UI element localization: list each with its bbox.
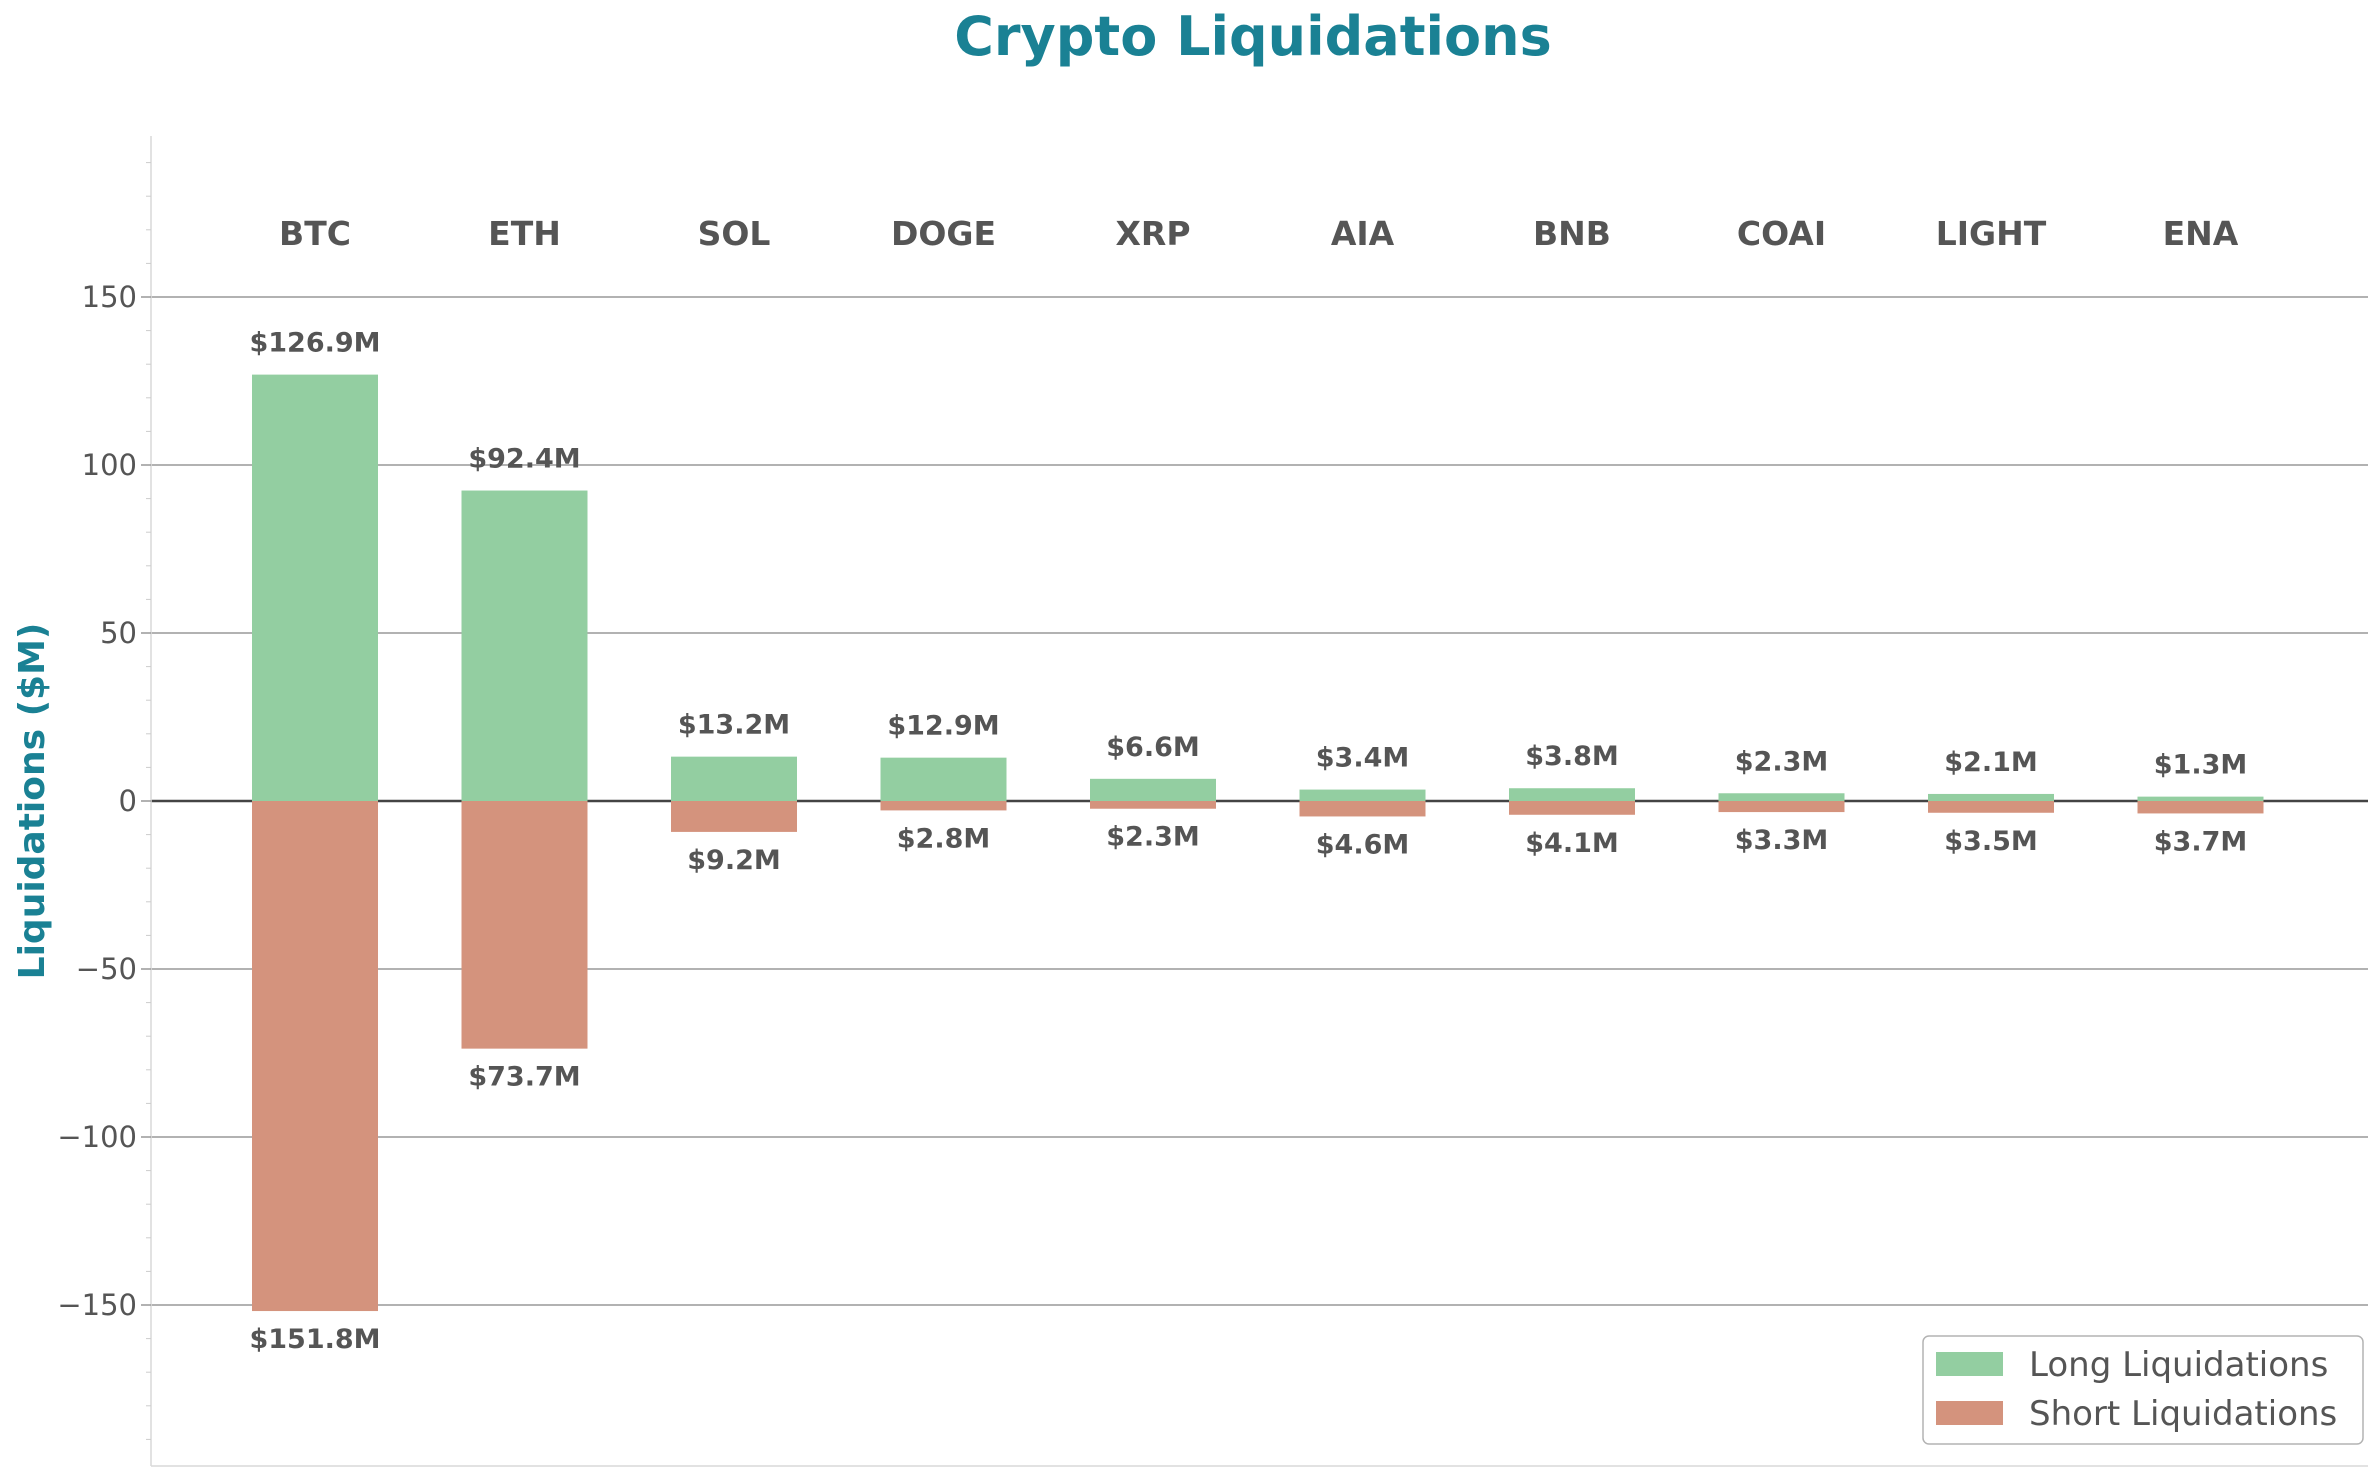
short-value-label-aia: $4.6M (1316, 829, 1410, 860)
long-value-label-sol: $13.2M (678, 710, 790, 741)
long-value-label-btc: $126.9M (249, 328, 380, 359)
legend-swatch-short (1936, 1401, 2003, 1425)
long-value-label-eth: $92.4M (468, 444, 580, 475)
y-tick-label: −150 (57, 1288, 137, 1322)
legend-box (1922, 1335, 2364, 1445)
y-tick-label: 50 (100, 616, 137, 650)
long-bar-doge (880, 757, 1007, 801)
category-label-btc: BTC (279, 214, 351, 253)
short-value-label-light: $3.5M (1944, 826, 2038, 857)
long-value-label-doge: $12.9M (887, 711, 999, 742)
short-value-label-sol: $9.2M (687, 845, 781, 876)
category-labels: BTC ETH SOL DOGE XRP AIA BNB COAI LIGHT ENA (279, 214, 2239, 253)
legend-swatch-long (1936, 1352, 2003, 1376)
category-label-bnb: BNB (1533, 214, 1611, 253)
long-value-label-light: $2.1M (1944, 747, 2038, 778)
short-value-label-eth: $73.7M (468, 1062, 580, 1093)
bars (252, 374, 2264, 1312)
y-axis-label: Liquidations ($M) (12, 623, 53, 980)
long-bar-btc (252, 374, 378, 801)
y-tick-label: 0 (119, 784, 137, 818)
category-label-doge: DOGE (891, 214, 996, 253)
category-label-aia: AIA (1331, 214, 1395, 253)
short-value-label-btc: $151.8M (249, 1324, 380, 1355)
short-value-label-bnb: $4.1M (1525, 828, 1619, 859)
short-bar-doge (880, 801, 1007, 811)
legend-label-long: Long Liquidations (2029, 1345, 2328, 1385)
long-bar-eth (461, 490, 588, 801)
long-bar-coai (1718, 793, 1845, 801)
y-axis: 150 100 50 0 −50 −100 −150 (57, 136, 2368, 1467)
short-bar-eth (461, 801, 588, 1049)
short-bar-ena (2137, 801, 2264, 814)
category-label-sol: SOL (698, 214, 771, 253)
category-label-coai: COAI (1737, 214, 1826, 253)
short-value-label-coai: $3.3M (1735, 825, 1829, 856)
short-bar-aia (1299, 801, 1426, 817)
chart-title: Crypto Liquidations (954, 5, 1551, 68)
short-value-label-doge: $2.8M (897, 823, 991, 854)
short-bar-sol (671, 801, 797, 832)
long-bar-ena (2137, 796, 2264, 801)
category-label-ena: ENA (2163, 214, 2239, 253)
long-bar-xrp (1090, 778, 1216, 801)
category-label-xrp: XRP (1115, 214, 1190, 253)
long-value-label-aia: $3.4M (1316, 743, 1410, 774)
long-value-label-coai: $2.3M (1735, 746, 1829, 777)
legend-label-short: Short Liquidations (2029, 1394, 2337, 1434)
short-bar-light (1928, 801, 2054, 813)
long-value-label-bnb: $3.8M (1525, 741, 1619, 772)
long-bar-sol (671, 756, 797, 801)
long-value-label-xrp: $6.6M (1106, 732, 1200, 763)
short-value-label-ena: $3.7M (2154, 826, 2248, 857)
long-bar-bnb (1509, 788, 1635, 801)
value-labels: $126.9M $151.8M $92.4M $73.7M $13.2M $9.2M $12… (249, 328, 2247, 1355)
y-tick-label: −50 (76, 952, 137, 986)
y-tick-label: 150 (82, 280, 137, 314)
short-bar-bnb (1509, 801, 1635, 815)
short-bar-btc (252, 801, 378, 1312)
short-value-label-xrp: $2.3M (1106, 822, 1200, 853)
legend: Long Liquidations Short Liquidations (1922, 1335, 2364, 1445)
short-bar-coai (1718, 801, 1845, 813)
short-bar-xrp (1090, 801, 1216, 809)
long-bar-aia (1299, 789, 1426, 801)
long-value-label-ena: $1.3M (2154, 750, 2248, 781)
y-tick-label: −100 (57, 1120, 137, 1154)
category-label-light: LIGHT (1936, 214, 2047, 253)
category-label-eth: ETH (488, 214, 561, 253)
y-tick-label: 100 (82, 448, 137, 482)
long-bar-light (1928, 793, 2054, 801)
